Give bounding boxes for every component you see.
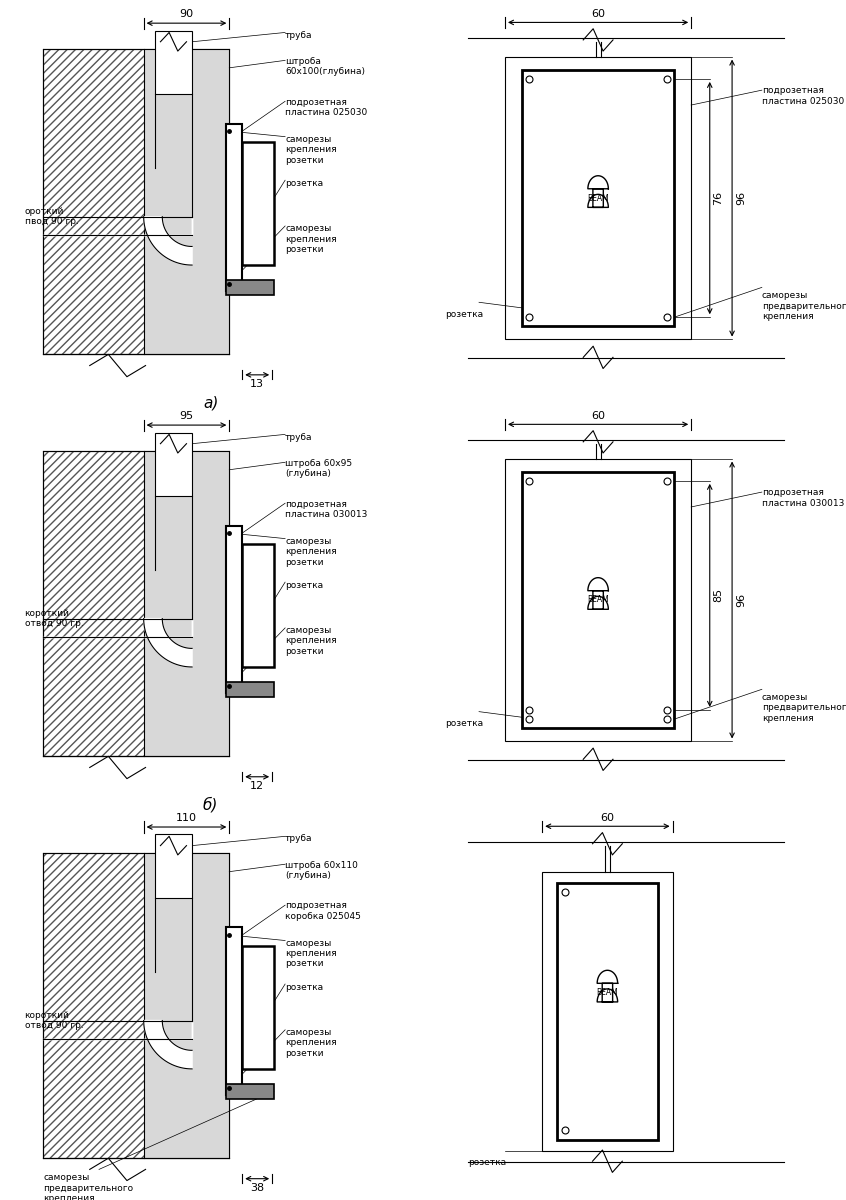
Text: саморезы
крепления
розетки: саморезы крепления розетки	[285, 536, 337, 566]
Text: 96: 96	[736, 593, 746, 607]
Bar	[226, 682, 274, 697]
Bar	[226, 1084, 274, 1099]
Text: саморезы
крепления
розетки: саморезы крепления розетки	[285, 938, 337, 968]
Bar	[43, 49, 229, 354]
Text: короткий
отвод 90 гр.: короткий отвод 90 гр.	[25, 608, 84, 629]
Text: ороткий
пвод 90 гр.: ороткий пвод 90 гр.	[25, 206, 79, 227]
Polygon shape	[144, 1020, 192, 1069]
Text: розетка: розетка	[285, 581, 323, 590]
Polygon shape	[588, 175, 608, 208]
Bar	[43, 853, 229, 1158]
Bar	[155, 31, 192, 94]
Bar	[242, 946, 274, 1069]
Text: б): б)	[203, 797, 218, 812]
Bar	[43, 451, 144, 756]
Bar	[226, 124, 242, 292]
Text: 60: 60	[591, 410, 605, 421]
Text: розетка: розетка	[446, 719, 484, 728]
Text: 38: 38	[250, 1183, 264, 1193]
Bar	[43, 49, 144, 354]
Text: 60: 60	[591, 8, 605, 19]
Text: подрозетная
пластина 030013: подрозетная пластина 030013	[762, 488, 844, 508]
Text: штроба
60х100(глубина): штроба 60х100(глубина)	[285, 56, 365, 76]
Text: саморезы
крепления
розетки: саморезы крепления розетки	[285, 626, 337, 656]
Text: розетка: розетка	[285, 983, 323, 992]
Polygon shape	[597, 971, 618, 1002]
Bar	[144, 451, 229, 756]
Polygon shape	[144, 619, 192, 667]
Bar	[226, 928, 242, 1094]
Text: саморезы
крепления
розетки: саморезы крепления розетки	[285, 134, 337, 164]
Polygon shape	[144, 217, 192, 265]
Bar	[144, 49, 229, 354]
Bar	[144, 853, 229, 1158]
Bar	[226, 280, 274, 295]
Bar	[505, 458, 691, 742]
Bar	[505, 56, 691, 340]
Text: саморезы
предварительного
крепления: саморезы предварительного крепления	[43, 1174, 134, 1200]
Polygon shape	[588, 577, 608, 610]
Bar	[43, 853, 144, 1158]
Text: 110: 110	[176, 814, 197, 823]
Text: 76: 76	[713, 191, 723, 205]
Bar	[522, 472, 674, 728]
Text: BEAM: BEAM	[587, 193, 609, 203]
Text: саморезы
предварительного
крепления: саморезы предварительного крепления	[762, 694, 846, 722]
Text: 85: 85	[713, 588, 723, 602]
Polygon shape	[43, 1020, 192, 1039]
Text: штроба 60х95
(глубина): штроба 60х95 (глубина)	[285, 458, 352, 478]
Text: саморезы
крепления
розетки: саморезы крепления розетки	[285, 224, 337, 254]
Text: труба: труба	[285, 31, 313, 40]
Polygon shape	[43, 217, 192, 235]
Text: 13: 13	[250, 379, 264, 389]
Text: подрозетная
пластина 025030: подрозетная пластина 025030	[285, 97, 367, 116]
Bar	[155, 834, 192, 898]
Text: труба: труба	[285, 432, 313, 442]
Text: 96: 96	[736, 191, 746, 205]
Text: 90: 90	[179, 10, 194, 19]
Bar	[242, 544, 274, 667]
Bar	[558, 883, 657, 1140]
Bar	[226, 526, 242, 694]
Text: BEAM: BEAM	[587, 595, 609, 605]
Text: 95: 95	[179, 412, 194, 421]
Text: розетка: розетка	[285, 180, 323, 188]
Text: 60: 60	[601, 812, 614, 822]
Bar	[242, 143, 274, 265]
Bar	[43, 451, 229, 756]
Bar	[542, 871, 673, 1151]
Text: подрозетная
коробка 025045: подрозетная коробка 025045	[285, 901, 361, 920]
Bar	[155, 432, 192, 496]
Text: подрозетная
пластина 025030: подрозетная пластина 025030	[762, 86, 844, 106]
Text: подрозетная
пластина 030013: подрозетная пластина 030013	[285, 499, 367, 518]
Text: розетка: розетка	[446, 310, 484, 319]
Polygon shape	[43, 619, 192, 637]
Text: 12: 12	[250, 781, 264, 791]
Text: саморезы
предварительного
крепления: саморезы предварительного крепления	[762, 292, 846, 320]
Text: розетка: розетка	[468, 1158, 506, 1168]
Text: саморезы
крепления
розетки: саморезы крепления розетки	[285, 1028, 337, 1057]
Text: короткий
отвод 90 гр.: короткий отвод 90 гр.	[25, 1010, 84, 1031]
Bar	[522, 70, 674, 326]
Text: штроба 60х110
(глубина): штроба 60х110 (глубина)	[285, 860, 358, 880]
Text: BEAM: BEAM	[596, 988, 618, 997]
Text: а): а)	[203, 395, 218, 410]
Text: труба: труба	[285, 834, 313, 844]
